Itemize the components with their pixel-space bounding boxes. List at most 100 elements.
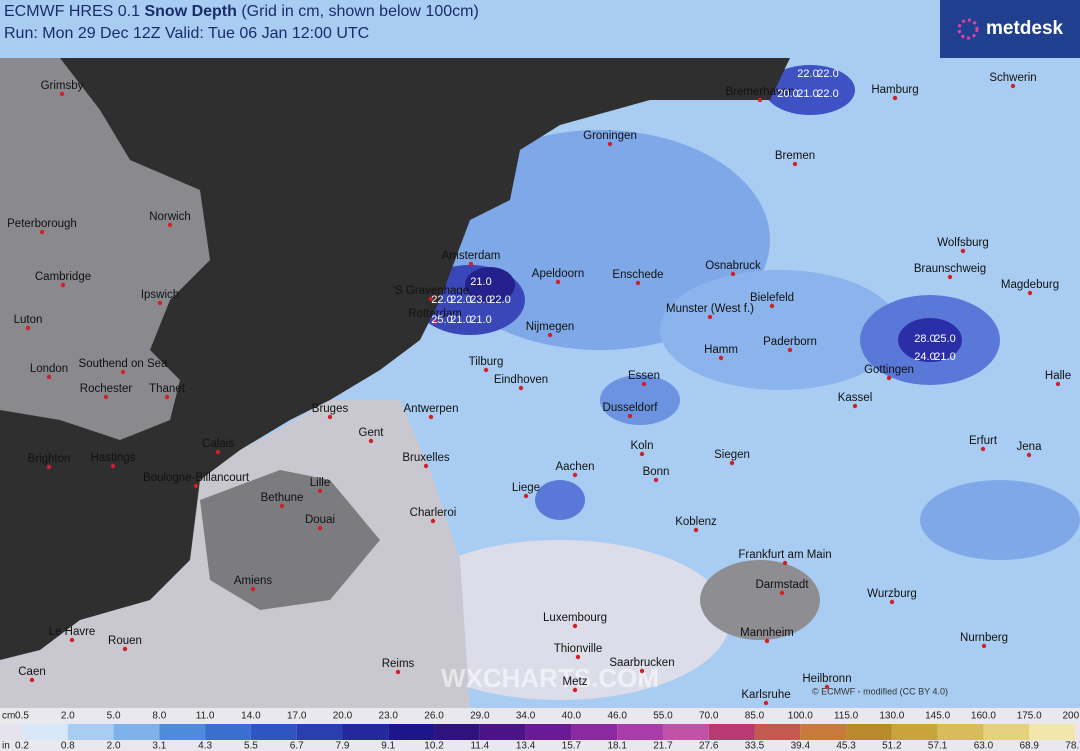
city-label: Kassel — [838, 392, 873, 404]
title-suffix: (Grid in cm, shown below 100cm) — [237, 3, 479, 20]
city-label: Wurzburg — [867, 588, 917, 600]
city-label: Braunschweig — [914, 263, 986, 275]
city-label: Munster (West f.) — [666, 303, 754, 315]
legend-in-label: 11.4 — [470, 741, 489, 751]
city-dot — [122, 646, 128, 652]
city-dot — [29, 677, 35, 683]
legend-in-label: 6.7 — [290, 741, 304, 751]
logo-text: metdesk — [986, 18, 1064, 39]
city-dot — [824, 684, 830, 690]
legend-swatch — [1029, 724, 1075, 740]
legend-swatch — [0, 724, 22, 740]
city-label: Aachen — [555, 461, 594, 473]
legend-in-label: 15.7 — [562, 741, 582, 751]
city-label: Dusseldorf — [603, 402, 659, 414]
city-dot — [555, 279, 561, 285]
city-label: Bruges — [312, 403, 349, 415]
legend-cm-label: 23.0 — [379, 711, 399, 722]
city-dot — [639, 451, 645, 457]
legend-cm-label: 55.0 — [653, 711, 673, 722]
city-dot — [947, 274, 953, 280]
city-dot — [792, 161, 798, 167]
city-dot — [892, 95, 898, 101]
city-label: Hastings — [91, 452, 136, 464]
city-dot — [430, 518, 436, 524]
city-label: Schwerin — [989, 72, 1036, 84]
city-label: Reims — [382, 658, 415, 670]
legend-in-label: 45.3 — [836, 741, 856, 751]
city-label: Gottingen — [864, 364, 914, 376]
city-dot — [718, 355, 724, 361]
city-dot — [423, 463, 429, 469]
city-dot — [635, 280, 641, 286]
uk-land — [0, 58, 210, 440]
legend-cm-label: 17.0 — [287, 711, 307, 722]
legend-in-label: 27.6 — [699, 741, 719, 751]
grid-value: 22.0 — [797, 68, 818, 80]
run-info: Run: Mon 29 Dec 12Z Valid: Tue 06 Jan 12… — [4, 25, 369, 42]
city-label: Nijmegen — [526, 321, 575, 333]
legend-cm-label: 200.0 — [1062, 711, 1080, 722]
legend-cm-label: 115.0 — [834, 711, 859, 722]
legend-swatch — [937, 724, 984, 740]
legend-cm-label: 40.0 — [562, 711, 582, 722]
city-label: Bremerhaven — [725, 86, 794, 98]
legend-cm-label: 130.0 — [879, 711, 904, 722]
city-dot — [167, 222, 173, 228]
city-label: Enschede — [612, 269, 663, 281]
city-dot — [779, 590, 785, 596]
city-label: Osnabruck — [705, 260, 761, 272]
city-dot — [889, 599, 895, 605]
legend-in-label: 4.3 — [198, 741, 212, 751]
city-label: Bielefeld — [750, 292, 794, 304]
legend-in-label: 18.1 — [607, 741, 627, 751]
city-label: Lille — [310, 477, 330, 489]
city-label: Saarbrucken — [609, 657, 674, 669]
grid-value: 21.0 — [797, 88, 818, 100]
city-label: Bremen — [775, 150, 815, 162]
grid-value: 22.0 — [489, 294, 510, 306]
city-label: Essen — [628, 370, 660, 382]
city-dot — [572, 687, 578, 693]
city-dot — [730, 271, 736, 277]
legend-swatch — [617, 724, 663, 740]
city-dot — [639, 668, 645, 674]
legend-swatch — [708, 724, 755, 740]
city-label: Koln — [630, 440, 653, 452]
city-label: Thionville — [554, 643, 603, 655]
grid-value: 25.0 — [431, 314, 452, 326]
legend-cm-label: 14.0 — [241, 711, 261, 722]
legend-in-label: 78.7 — [1065, 741, 1080, 751]
grid-value: 21.0 — [934, 351, 955, 363]
legend-swatch — [800, 724, 847, 740]
city-label: Southend on Sea — [79, 358, 168, 370]
city-dot — [981, 643, 987, 649]
legend-in-label: 10.2 — [424, 741, 444, 751]
snow-area — [898, 318, 962, 362]
city-dot — [317, 488, 323, 494]
city-dot — [757, 97, 763, 103]
city-dot — [428, 414, 434, 420]
city-dot — [729, 460, 735, 466]
city-dot — [852, 403, 858, 409]
city-dot — [1055, 381, 1061, 387]
city-dot — [523, 493, 529, 499]
city-label: Paderborn — [763, 336, 817, 348]
city-label: Brighton — [28, 453, 71, 465]
city-label: Luton — [14, 314, 43, 326]
header-background — [0, 0, 940, 58]
city-label: Rouen — [108, 635, 142, 647]
city-label: Antwerpen — [404, 403, 459, 415]
city-dot — [164, 394, 170, 400]
city-label: Liege — [512, 482, 540, 494]
legend-swatch — [296, 724, 343, 740]
city-dot — [707, 314, 713, 320]
legend-unit: cm — [2, 711, 15, 722]
legend-cm-label: 160.0 — [971, 711, 996, 722]
city-dot — [25, 325, 31, 331]
legend-in-label: 5.5 — [244, 741, 258, 751]
grid-value: 21.0 — [450, 314, 471, 326]
city-label: Charleroi — [410, 507, 457, 519]
city-dot — [103, 394, 109, 400]
city-dot — [980, 446, 986, 452]
